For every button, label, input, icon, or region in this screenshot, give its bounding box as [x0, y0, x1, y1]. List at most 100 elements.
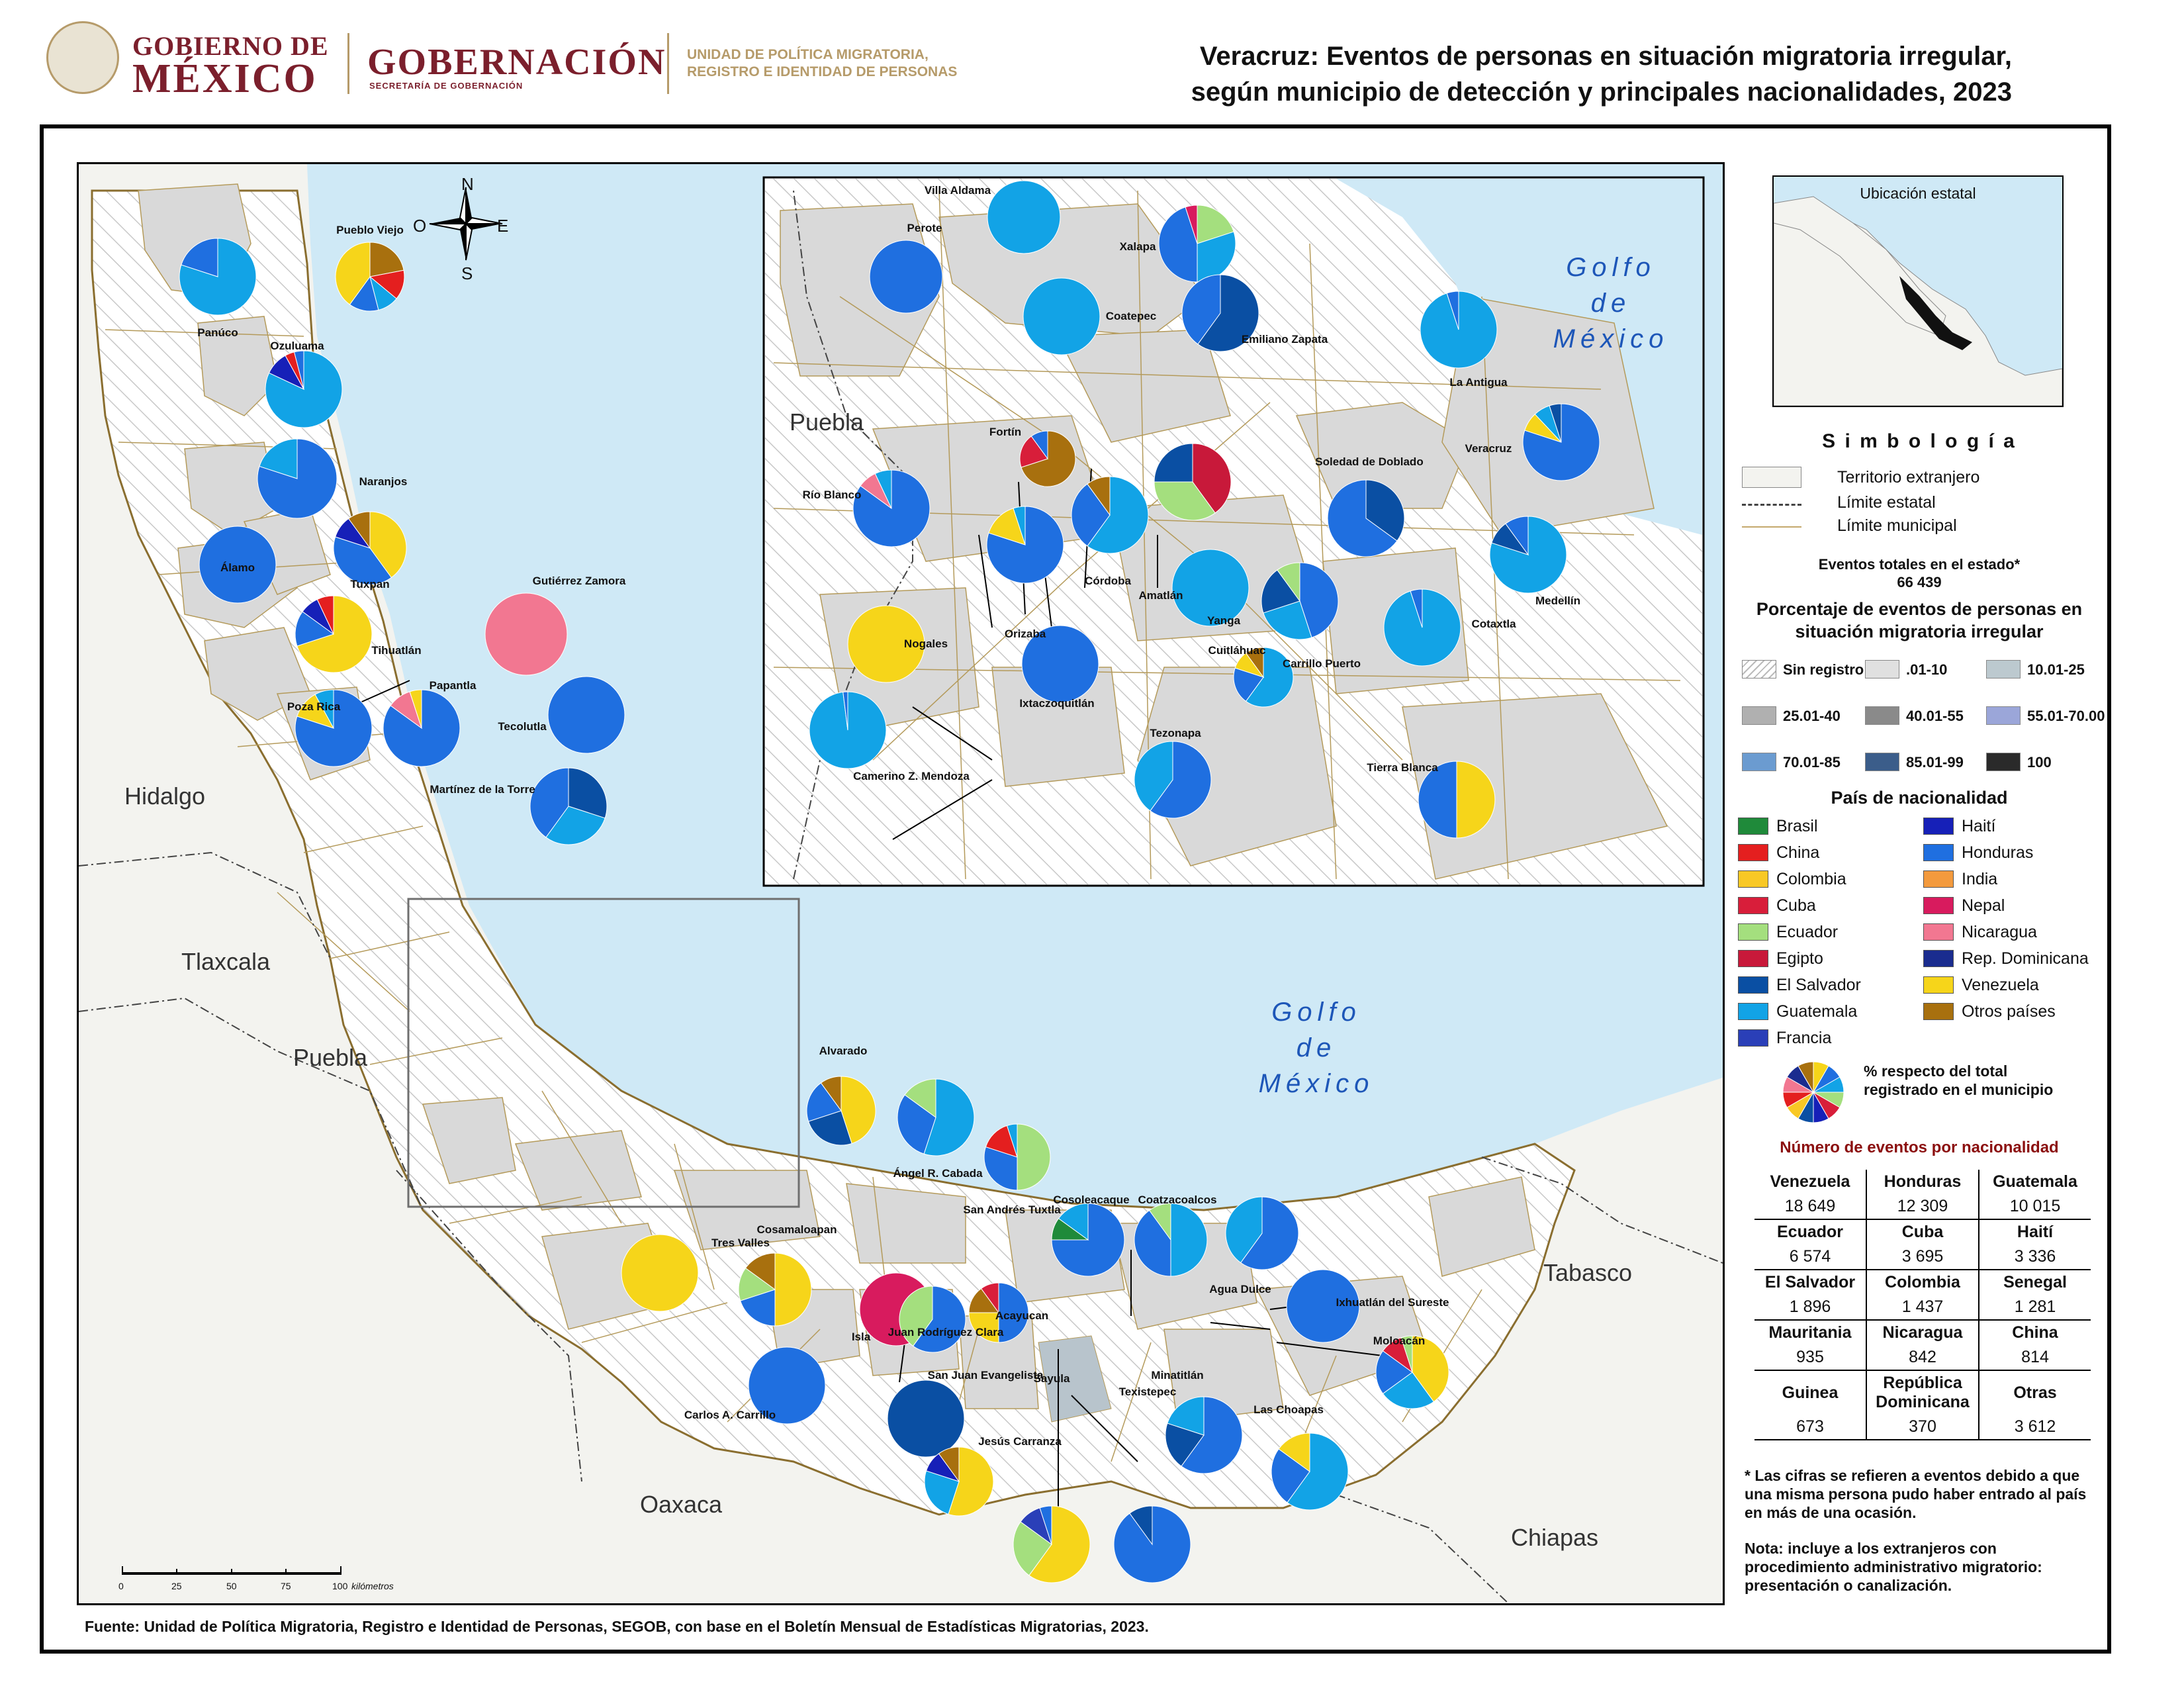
pie-slice-el-salvador: [1549, 403, 1562, 443]
pie-slice-honduras: [257, 438, 338, 519]
pie-slice-guatemala: [1087, 476, 1149, 554]
pct-class-swatch: [1865, 706, 1899, 725]
pie-slice-guatemala: [314, 689, 334, 729]
count-country: Otras: [1978, 1370, 2091, 1415]
upm-name: UNIDAD DE POLÍTICA MIGRATORIA, REGISTRO …: [687, 46, 957, 81]
pct-class-swatch: [1986, 660, 2021, 679]
count-value: 3 336: [1978, 1244, 2091, 1270]
locator-canvas: [1774, 196, 2062, 406]
pie-slice-honduras: [1181, 274, 1221, 345]
pie-slice-honduras: [199, 526, 277, 604]
gulf-inset-word-3: México: [1553, 324, 1669, 353]
pie-slice-venezuela: [621, 1234, 699, 1312]
municipality-label: Veracruz: [1465, 442, 1512, 455]
pie-slice-guatemala: [1382, 1372, 1435, 1409]
pie-slice-guatemala: [924, 1470, 960, 1515]
municipality-label: Amatlán: [1138, 589, 1183, 602]
nationality-label: Egipto: [1776, 949, 1823, 968]
pie-poza-rica: [295, 689, 373, 767]
pie-slice-guatemala: [1023, 277, 1101, 355]
pie-slice-honduras: [1446, 291, 1459, 330]
compass-s: S: [461, 263, 473, 283]
compass-e: E: [497, 216, 509, 236]
municipality-label: La Antigua: [1449, 376, 1508, 389]
pie-slice-egipto: [1192, 443, 1232, 514]
pie-ozuluama: [265, 350, 343, 428]
state-boundaries: [79, 851, 1723, 1603]
pie-slice-ecuador: [1148, 1203, 1171, 1241]
pct-class-swatch: [1742, 706, 1776, 725]
compass-n: N: [461, 174, 474, 194]
pie-agua-dulce: [1225, 1196, 1299, 1270]
pie-slice-otros-países: [938, 1446, 960, 1483]
count-value: 1 437: [1866, 1295, 1979, 1321]
nationality-label: Venezuela: [1962, 976, 2039, 994]
mexico-coat-of-arms-logo: [46, 21, 119, 94]
pie-slice-honduras: [897, 1094, 936, 1154]
gulf-inset-word-1: Golfo: [1566, 253, 1656, 282]
pie-slice-ecuador: [738, 1267, 776, 1301]
sample-pie-icon: [1782, 1061, 1844, 1123]
pie-texistepec: [1113, 1505, 1191, 1583]
nationality-label: Brasil: [1776, 817, 1818, 835]
gobernacion-subtitle: SECRETARÍA DE GOBERNACIÓN: [369, 81, 523, 91]
pie-slice-el-salvador: [807, 1110, 852, 1146]
nationality-label: Ecuador: [1776, 923, 1839, 941]
pie-slice-venezuela: [841, 1076, 876, 1145]
pie-slice-honduras: [986, 506, 1064, 584]
pie-slice-honduras: [295, 689, 373, 767]
pais-title: País de nacionalidad: [1831, 788, 2008, 808]
municipality-label: Fortín: [989, 426, 1022, 438]
nationality-label: Rep. Dominicana: [1962, 949, 2089, 968]
municipality-label: Martínez de la Torre: [430, 783, 535, 796]
pie-slice-honduras: [1327, 479, 1398, 557]
municipality-label: Minatitlán: [1151, 1369, 1204, 1382]
municipality-label: Álamo: [220, 561, 255, 574]
pie-slice-guatemala: [1489, 516, 1567, 594]
pct-class-label: .01-10: [1906, 661, 1948, 678]
legend-panel: Ubicación estatal S i m b o l o g í a Te…: [1725, 162, 2114, 1605]
count-value: 3 695: [1866, 1244, 1979, 1270]
pie-slice-honduras: [293, 350, 304, 390]
pie-slice-honduras: [1030, 430, 1048, 460]
upm-line2: REGISTRO E IDENTIDAD DE PERSONAS: [687, 64, 958, 79]
pie-slice-guatemala: [259, 438, 298, 479]
municipality-label: Carlos A. Carrillo: [684, 1409, 776, 1421]
pie-córdoba: [1071, 476, 1149, 554]
pie-slice-ecuador: [1017, 1123, 1051, 1191]
pie-slice-otros-países: [1245, 647, 1264, 679]
pie-xalapa: [1158, 205, 1236, 283]
pct-title-2: situación migratoria irregular: [1795, 622, 2044, 641]
pct-class-label: 85.01-99: [1906, 754, 1964, 771]
pie-naranjos: [257, 438, 338, 519]
pie-san-juan-evangelista: [887, 1380, 965, 1458]
pie-slice-honduras: [333, 536, 392, 585]
pie-slice-venezuela: [335, 242, 371, 305]
municipality-label: Medellín: [1535, 594, 1581, 607]
nationality-label: Haití: [1962, 817, 1996, 835]
count-value: 814: [1978, 1345, 2091, 1371]
pie-amatlán: [1154, 443, 1232, 521]
municipality-label: Sayula: [1033, 1372, 1070, 1385]
flag-cuba-icon: [1738, 897, 1768, 914]
pie-slice-honduras: [547, 676, 625, 754]
pie-moloacán: [1375, 1335, 1449, 1409]
municipality-label: Acayucan: [995, 1309, 1049, 1322]
municipality-label: Yanga: [1206, 614, 1241, 627]
pie-carlos-a-carrillo: [748, 1346, 826, 1425]
inset-state-label-puebla: Puebla: [789, 408, 864, 436]
legend-territorio: Territorio extranjero: [1837, 468, 1980, 487]
pie-slice-honduras: [1505, 516, 1529, 556]
pie-slice-guatemala: [1263, 600, 1312, 640]
pie-note-1: % respecto del total: [1864, 1062, 2008, 1080]
municipality-label: Cuitláhuac: [1208, 644, 1266, 657]
pie-slice-el-salvador: [887, 1380, 965, 1458]
count-country: Ecuador: [1776, 1223, 1844, 1241]
simbologia-title: S i m b o l o g í a: [1822, 430, 2017, 452]
count-value: 935: [1754, 1345, 1866, 1371]
pie-slice-ecuador: [899, 1286, 933, 1347]
municipality-label: Poza Rica: [287, 700, 341, 713]
scale-25: 25: [171, 1581, 182, 1591]
pie-veracruz: [1522, 403, 1600, 481]
pie-slice-ecuador: [1154, 481, 1216, 521]
